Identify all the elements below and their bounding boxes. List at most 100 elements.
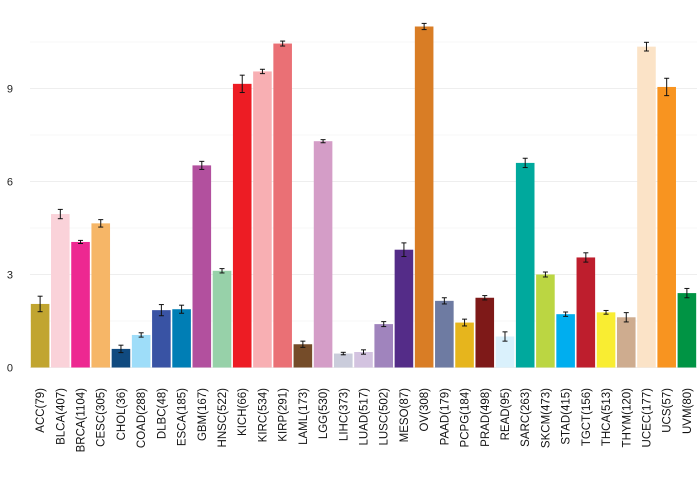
error-bar: [78, 239, 84, 244]
bar-chol[interactable]: [111, 348, 131, 368]
x-tick-label: PCPG(184): [460, 388, 472, 448]
bar-stad[interactable]: [556, 314, 575, 368]
bar-blca[interactable]: [51, 214, 70, 368]
bar-pcpg[interactable]: [455, 322, 474, 368]
x-tick-label: LUAD(517): [359, 388, 371, 446]
x-tick-label: PRAD(498): [480, 388, 492, 447]
error-bar: [522, 157, 528, 169]
y-tick-label: 9: [7, 84, 13, 96]
x-tick-label: READ(95): [500, 388, 512, 441]
x-tick-label: LAML(173): [298, 388, 310, 445]
error-bar: [462, 318, 468, 327]
error-bar: [643, 41, 649, 52]
bar-kich[interactable]: [232, 83, 252, 368]
bar-lihc[interactable]: [333, 353, 353, 368]
error-bar: [361, 349, 366, 355]
bar-uvm[interactable]: [677, 293, 697, 368]
error-bar: [199, 160, 205, 170]
error-bar: [623, 312, 629, 323]
x-tick-label: STAD(415): [561, 388, 573, 445]
error-bar: [239, 74, 245, 94]
bar-laml[interactable]: [293, 344, 313, 368]
x-tick-label: KIRP(291): [278, 388, 290, 442]
x-tick-label: SKCM(473): [540, 388, 552, 448]
error-bar: [158, 304, 164, 317]
bar-prad[interactable]: [475, 297, 495, 368]
x-tick-label: THCA(513): [601, 388, 613, 446]
bar-luad[interactable]: [354, 352, 373, 368]
bar-ucec[interactable]: [637, 46, 656, 368]
error-bar: [57, 208, 63, 220]
x-tick-label: MESO(87): [399, 388, 411, 442]
x-tick-label: SARC(263): [520, 388, 532, 447]
error-bar: [138, 332, 144, 338]
x-tick-label: UVM(80): [682, 388, 694, 434]
x-tick-label: ESCA(185): [177, 388, 189, 446]
bar-meso[interactable]: [394, 249, 414, 368]
error-bar: [542, 271, 548, 278]
bar-read[interactable]: [495, 336, 515, 368]
error-bar: [118, 344, 124, 354]
bar-kirc[interactable]: [253, 71, 272, 368]
x-tick-label: GBM(167): [197, 388, 209, 441]
x-tick-label: KICH(66): [237, 388, 249, 436]
bar-hnsc[interactable]: [212, 270, 232, 368]
bar-lusc[interactable]: [374, 324, 394, 368]
bar-lgg[interactable]: [313, 141, 333, 368]
y-tick-label: 3: [7, 270, 13, 282]
error-bar: [441, 297, 447, 305]
bar-ucs[interactable]: [657, 86, 676, 368]
error-bar: [502, 331, 508, 342]
x-axis-labels: ACC(79) BLCA(407) BRCA(1104) CESC(305) CHOL(…: [35, 388, 694, 453]
x-tick-label: LUSC(502): [379, 388, 391, 446]
x-tick-label: HNSC(522): [217, 388, 229, 448]
x-tick-label: THYM(120): [621, 388, 633, 448]
x-tick-label: CHOL(36): [116, 388, 128, 441]
bar-thca[interactable]: [596, 312, 616, 368]
error-bar: [37, 295, 43, 313]
bar-sarc[interactable]: [515, 162, 535, 368]
y-tick-label: 6: [7, 177, 13, 189]
x-tick-label: UCS(57): [662, 388, 674, 433]
bar-brca[interactable]: [71, 241, 90, 368]
x-tick-label: DLBC(48): [156, 388, 168, 439]
error-bar: [401, 242, 407, 258]
error-bar: [482, 295, 488, 301]
x-tick-label: BLCA(407): [55, 388, 67, 445]
error-bar: [684, 287, 690, 299]
error-bar: [300, 340, 306, 348]
x-tick-label: LGG(530): [318, 388, 330, 439]
x-tick-label: TGCT(156): [581, 388, 593, 446]
error-bar: [259, 68, 265, 75]
y-axis-ticks: 0 3 6 9: [7, 84, 13, 375]
bar-gbm[interactable]: [192, 165, 212, 368]
error-bar: [179, 304, 185, 314]
bars-layer: [30, 26, 697, 368]
y-tick-label: 0: [7, 363, 13, 375]
bar-ov[interactable]: [414, 26, 434, 368]
error-bar: [421, 22, 427, 31]
bar-skcm[interactable]: [536, 274, 555, 368]
bar-coad[interactable]: [131, 334, 151, 368]
error-bar: [381, 321, 387, 328]
x-tick-label: ACC(79): [35, 388, 47, 433]
x-tick-label: UCEC(177): [641, 388, 653, 448]
bar-paad[interactable]: [435, 300, 454, 368]
error-bars-layer: [37, 22, 690, 356]
error-bar: [603, 309, 609, 315]
bar-dlbc[interactable]: [152, 310, 171, 368]
error-bar: [563, 311, 569, 317]
bar-acc[interactable]: [30, 303, 50, 368]
bar-thym[interactable]: [616, 317, 636, 368]
bar-tgct[interactable]: [576, 257, 596, 368]
bar-kirp[interactable]: [273, 43, 292, 368]
error-bar: [664, 77, 670, 97]
error-bar: [340, 351, 346, 356]
error-bar: [320, 139, 326, 144]
x-tick-label: OV(308): [419, 388, 431, 432]
bar-esca[interactable]: [172, 309, 191, 368]
bar-cesc[interactable]: [91, 223, 111, 368]
x-tick-label: CESC(305): [96, 388, 108, 447]
